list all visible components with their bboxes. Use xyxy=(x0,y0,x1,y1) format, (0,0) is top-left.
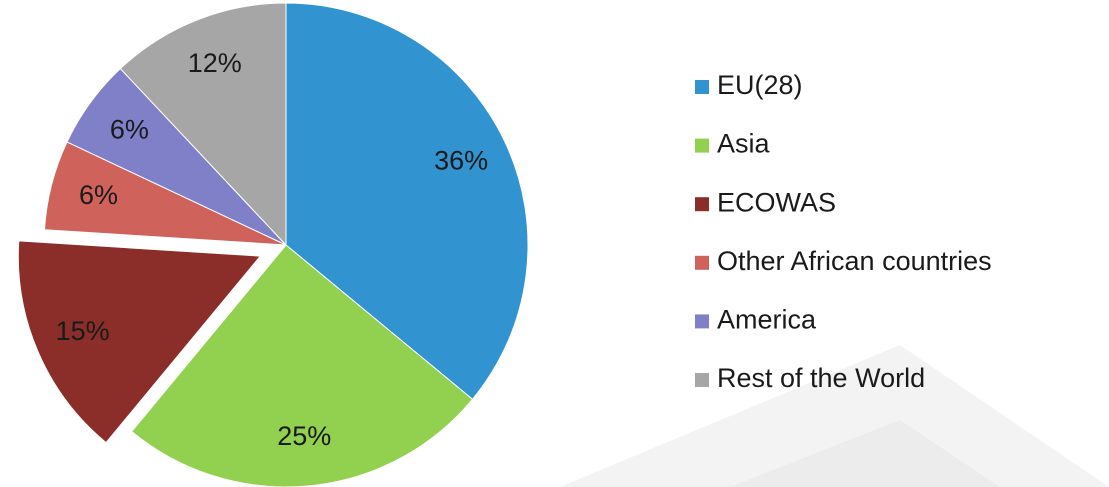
legend: EU(28) Asia ECOWAS Other African countries A… xyxy=(695,70,992,393)
legend-label: EU(28) xyxy=(717,70,803,100)
legend-swatch xyxy=(695,373,709,387)
legend-label: ECOWAS xyxy=(717,187,836,217)
pie-slice xyxy=(131,244,474,487)
legend-label: Rest of the World xyxy=(717,363,925,393)
data-label: 12% xyxy=(188,48,242,78)
data-label: 6% xyxy=(79,180,118,210)
pie-slice xyxy=(17,240,262,444)
legend-swatch xyxy=(695,255,709,270)
legend-swatch xyxy=(695,138,709,153)
background-shape xyxy=(560,345,1109,487)
legend-label: America xyxy=(717,305,817,335)
legend-label: Asia xyxy=(717,129,771,159)
data-label: 25% xyxy=(277,421,331,451)
background-shape xyxy=(730,420,1000,487)
data-label: 36% xyxy=(434,146,488,176)
legend-swatch xyxy=(695,80,709,94)
data-label: 15% xyxy=(56,316,110,346)
data-label: 6% xyxy=(110,114,149,144)
legend-swatch xyxy=(695,314,709,329)
pie-slice xyxy=(119,2,287,247)
legend-label: Other African countries xyxy=(717,246,992,276)
pie-slice xyxy=(285,2,529,400)
legend-swatch xyxy=(695,197,709,212)
pie: 36% 25% 15% 6% 6% 12% xyxy=(17,2,529,487)
